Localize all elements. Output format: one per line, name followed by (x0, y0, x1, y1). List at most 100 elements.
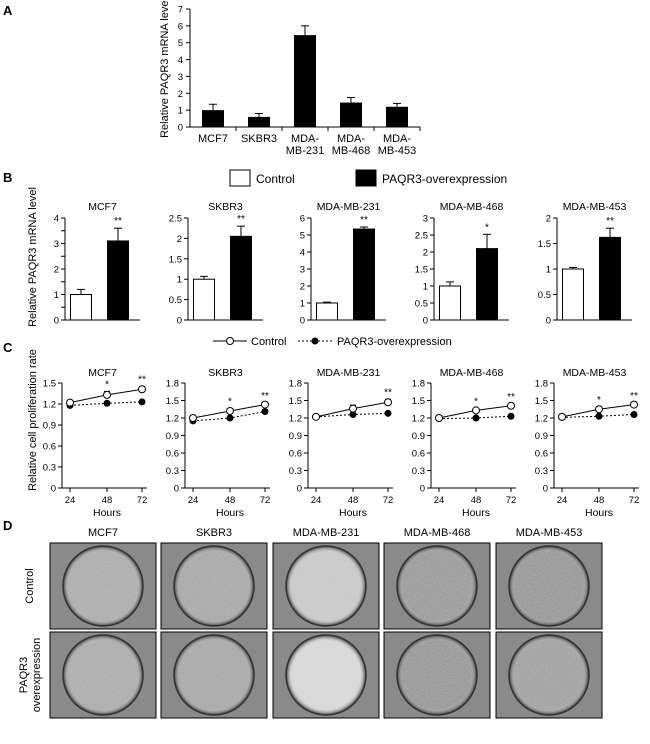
y-tick-label: 2 (423, 248, 428, 259)
subchart-title: MCF7 (88, 201, 117, 213)
subchart: MDA-MB-468 0 0.5 1 1.5 2 2.5 3 * (415, 201, 509, 327)
y-tick-label: 0 (178, 123, 183, 134)
category-label: MB-231 (286, 145, 325, 157)
x-axis-label: Hours (216, 507, 244, 519)
x-tick-label: 72 (260, 495, 271, 506)
y-tick-label: 2 (177, 234, 182, 245)
significance-marker: * (474, 397, 478, 408)
y-tick-label: 0.3 (43, 463, 56, 474)
x-tick-label: 48 (348, 495, 359, 506)
dish-rim (174, 546, 254, 626)
legend-overexpression-swatch (355, 169, 377, 187)
y-tick-label: 1.5 (535, 396, 548, 407)
dish-edge (508, 634, 590, 716)
panel-b-legend: Control PAQR3-overexpression (229, 169, 507, 187)
bar (294, 35, 316, 127)
subchart: MDA-MB-468 0 0.3 0.6 0.9 1.2 1.5 1.8 24 48 72 Hours… (412, 367, 517, 519)
y-tick-label: 0.9 (43, 421, 56, 432)
column-label: MDA-MB-468 (404, 527, 471, 539)
colony-image (49, 631, 157, 719)
significance-marker: * (485, 222, 489, 233)
column-label: SKBR3 (196, 527, 232, 539)
x-tick-label: 48 (471, 495, 482, 506)
significance-marker: * (105, 379, 109, 390)
x-tick-label: 24 (557, 495, 568, 506)
subchart: MDA-MB-231 0 1 2 3 4 5 6 ** (300, 201, 386, 327)
colony-image (160, 542, 268, 630)
row-label-line: PAQR3 (18, 657, 30, 693)
bar (70, 294, 92, 321)
y-tick-label: 1 (54, 290, 59, 301)
y-tick-label: 0 (54, 316, 59, 327)
y-tick-label: 0.5 (415, 299, 428, 310)
significance-marker: ** (606, 216, 614, 227)
dish-rim (174, 635, 254, 715)
y-tick-label: 1.2 (43, 400, 56, 411)
data-point (66, 398, 74, 407)
y-tick-label: 4 (178, 55, 183, 66)
panel-c-ylabel: Relative cell proliferation rate (27, 349, 39, 491)
panel-label-b: B (3, 170, 12, 185)
x-tick-label: 72 (629, 495, 640, 506)
y-tick-label: 0 (297, 484, 302, 495)
data-point (226, 407, 234, 415)
y-tick-label: 3 (423, 214, 428, 225)
y-tick-label: 1.5 (166, 396, 179, 407)
y-tick-label: 0.6 (43, 442, 56, 453)
y-tick-label: 2.5 (415, 231, 428, 242)
y-tick-label: 1 (546, 265, 551, 276)
colony-image (272, 631, 380, 719)
y-tick-label: 1.5 (538, 239, 551, 250)
subchart-title: MDA-MB-231 (317, 367, 381, 379)
x-axis-label: Hours (339, 507, 367, 519)
y-tick-label: 1.2 (535, 414, 548, 425)
y-tick-label: 0 (177, 316, 182, 327)
y-tick-label: 0.9 (535, 431, 548, 442)
data-point (472, 406, 480, 415)
x-tick-label: 48 (102, 495, 113, 506)
colony-image (49, 542, 157, 630)
dish-edge (396, 634, 478, 716)
x-axis-label: Hours (462, 507, 490, 519)
category-label: SKBR3 (241, 133, 277, 145)
y-tick-label: 1.5 (289, 396, 302, 407)
bar (476, 248, 498, 321)
y-tick-label: 1.5 (43, 379, 56, 390)
dish-rim (286, 546, 366, 626)
y-tick-label: 1.8 (535, 379, 548, 390)
y-tick-label: 0 (543, 484, 548, 495)
y-axis-label: Relative PAQR3 mRNA level (159, 0, 171, 138)
y-tick-label: 0.9 (412, 431, 425, 442)
y-tick-label: 1.8 (166, 379, 179, 390)
column-label: MDA-MB-231 (293, 527, 360, 539)
significance-marker: ** (138, 375, 146, 386)
panel-b-ylabel: Relative PAQR3 mRNA level (27, 187, 39, 327)
subchart-title: MDA-MB-468 (440, 367, 504, 379)
subchart: MDA-MB-453 0 0.3 0.6 0.9 1.2 1.5 1.8 24 48 72 Hours… (535, 367, 640, 519)
colony-image (160, 631, 268, 719)
x-tick-label: 24 (65, 495, 76, 506)
significance-marker: * (228, 397, 232, 408)
row-label: PAQR3overexpression (18, 638, 43, 713)
y-tick-label: 1 (423, 282, 428, 293)
category-label: MDA- (383, 133, 411, 145)
y-tick-label: 1.8 (289, 379, 302, 390)
y-tick-label: 0.5 (169, 295, 182, 306)
y-tick-label: 6 (300, 214, 305, 225)
subchart-title: MDA-MB-453 (563, 201, 627, 213)
significance-marker: ** (237, 214, 245, 225)
y-tick-label: 2 (300, 282, 305, 293)
bar (599, 236, 621, 321)
significance-marker: ** (360, 215, 368, 226)
subchart-title: SKBR3 (208, 367, 243, 379)
data-point (261, 400, 269, 409)
bar (316, 302, 338, 321)
category-label: MB-468 (332, 145, 371, 157)
data-point (312, 412, 320, 421)
bar (353, 228, 375, 321)
significance-marker: ** (507, 392, 515, 403)
data-point (472, 414, 480, 422)
